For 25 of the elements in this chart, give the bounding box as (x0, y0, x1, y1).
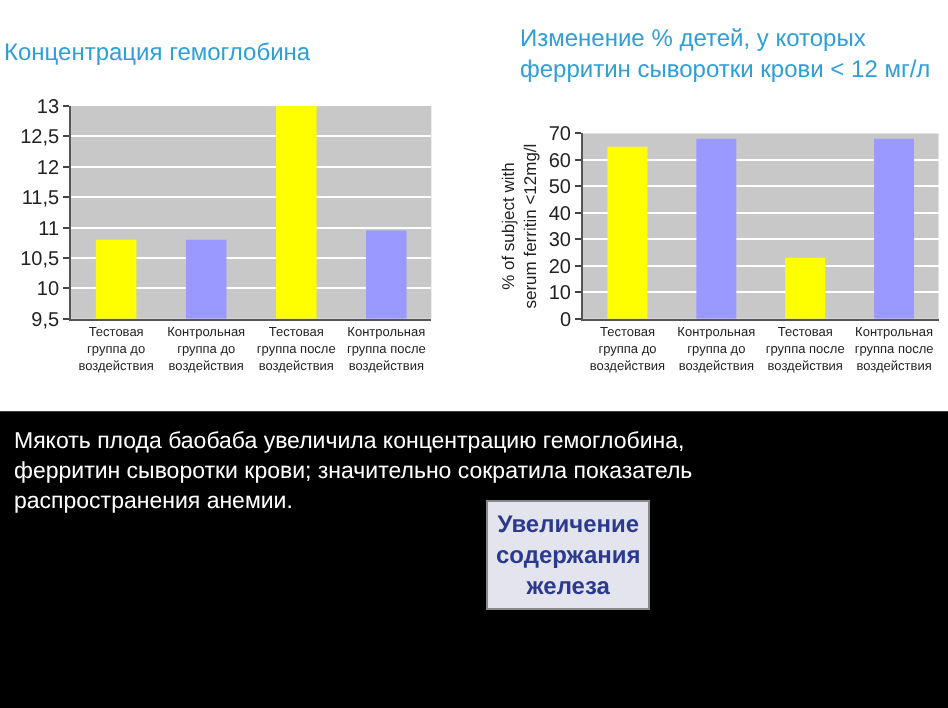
y-tick-label: 12,5 (20, 127, 60, 150)
y-tick-label: 30 (548, 230, 572, 253)
bar (874, 138, 915, 319)
bar (785, 257, 826, 319)
y-tick-label: 50 (548, 177, 572, 200)
y-tick-label: 10,5 (20, 248, 60, 271)
bar (696, 138, 737, 319)
y-tick-label: 11 (38, 218, 60, 241)
y-tick-label: 12 (36, 157, 60, 180)
y-tick-label: 10 (548, 283, 572, 306)
y-tick-label: 60 (548, 150, 572, 173)
chart-title: Концентрация гемоглобина (4, 38, 311, 66)
y-tick-label: 10 (36, 279, 60, 302)
y-tick-label: 0 (559, 309, 572, 332)
bar (607, 146, 648, 319)
y-tick-label: 20 (548, 256, 572, 279)
y-tick-label: 9,5 (31, 309, 60, 332)
text: Увеличение содержания железа (496, 510, 641, 601)
chart-title: Изменение % детей, у которых ферритин сыворотки крови < 12 мг/л (520, 24, 931, 84)
y-axis-title: % of subject with serum ferritin <12mg/l (497, 143, 540, 309)
y-tick-label: 40 (548, 203, 572, 226)
y-tick-label: 13 (36, 97, 60, 120)
y-tick-label: 11,5 (21, 188, 60, 211)
y-tick-label: 70 (548, 124, 572, 147)
text: Мякоть плода баобаба увеличила концентрацию гемоглобина, ферритин сыворотки крови; значительно сократила показатель распространения анемии. (14, 430, 693, 514)
